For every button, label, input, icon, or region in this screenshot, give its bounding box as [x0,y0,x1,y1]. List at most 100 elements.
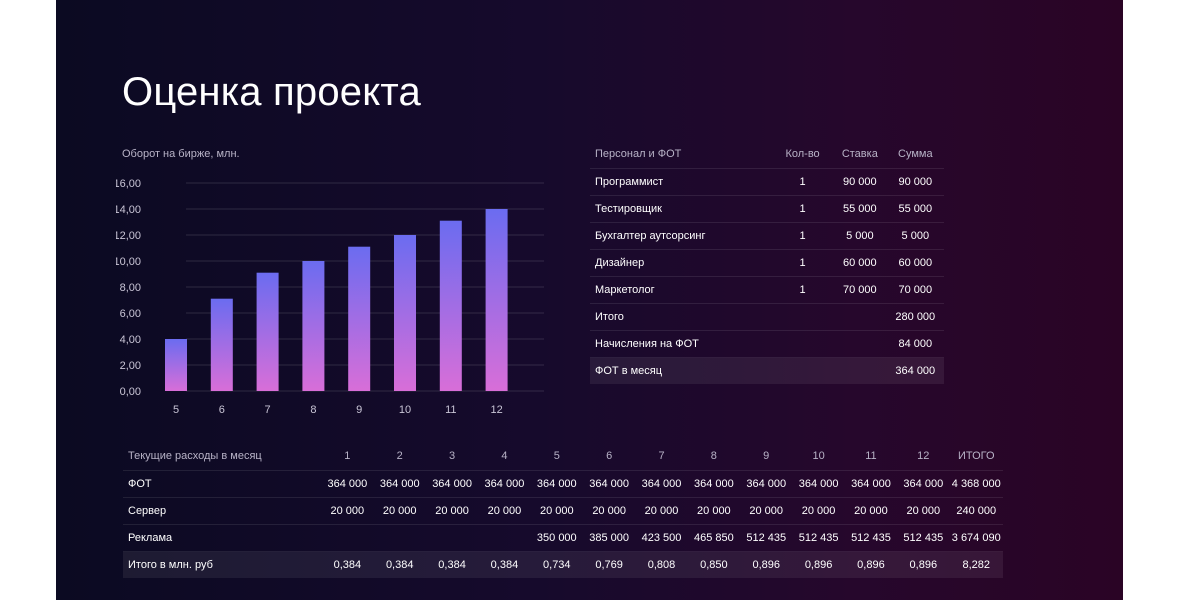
costs-table-cell: 364 000 [373,470,426,498]
y-tick-label: 12,00 [116,230,141,242]
costs-table-cell: 0,384 [321,551,374,578]
costs-table-cell: 350 000 [530,524,583,552]
x-tick-label: 5 [173,404,179,416]
costs-table-cell: ФОТ [123,470,322,498]
x-tick-label: 10 [399,404,411,416]
costs-table-cell: 20 000 [792,497,845,525]
staff-table-cell: 280 000 [886,303,944,331]
staff-table-row: Итого 280 000 [590,303,944,331]
costs-table-cell: 364 000 [687,470,741,498]
costs-table-cell: 512 435 [740,524,793,552]
staff-table-cell: 84 000 [886,330,944,358]
costs-table-cell: 3 674 090 [949,524,1003,552]
costs-table-cell: 364 000 [478,470,531,498]
costs-table-row: ФОТ 364 000 364 000 364 000 364 000 364 000 36… [123,470,1003,498]
costs-table-cell: 20 000 [321,497,374,525]
bar-8 [302,261,325,391]
costs-table-cell: 364 000 [425,470,479,498]
staff-table-cell: 1 [772,276,834,304]
staff-table-cell: Программист [590,168,773,196]
staff-table-cell: 1 [772,249,834,277]
bar-9 [348,246,371,391]
costs-table-cell [478,524,531,552]
costs-table-cell: 423 500 [635,524,688,552]
staff-table-row: Маркетолог 1 70 000 70 000 [590,276,944,304]
costs-table-cell: 512 435 [844,524,898,552]
bar-5 [165,339,187,391]
staff-table-cell: 1 [772,168,834,196]
monthly-costs-table: Текущие расходы в месяц 1 2 3 4 5 6 7 8 9 10 11 12 ИТ… [123,442,1003,578]
costs-table-cell: 364 000 [582,470,636,498]
costs-table-cell: 20 000 [897,497,950,525]
staff-table-cell: 364 000 [886,357,944,384]
staff-table-cell: Бухгалтер аутсорсинг [590,222,773,250]
costs-table-header-cell: 5 [553,450,560,462]
costs-table-cell: 20 000 [425,497,479,525]
costs-table-cell [373,524,426,552]
staff-table-cell [833,357,887,384]
costs-table-header-cell: 6 [606,450,613,462]
costs-table-cell: 512 435 [792,524,845,552]
costs-table-cell: 20 000 [740,497,793,525]
costs-table-cell: 0,808 [635,551,688,578]
costs-table-header-cell: 11 [865,450,877,462]
bar-7 [256,272,279,391]
staff-table-header-cell: Ставка [841,148,878,160]
costs-table-cell: 20 000 [635,497,688,525]
y-tick-label: 2,00 [120,360,141,372]
x-tick-label: 12 [490,404,502,416]
costs-table-cell: 0,896 [897,551,950,578]
costs-table-header-cell: 9 [763,450,770,462]
costs-table-header-cell: 1 [344,450,351,462]
costs-table-cell: 0,769 [582,551,636,578]
costs-table-cell: 465 850 [687,524,741,552]
costs-table-header-cell: 12 [917,450,930,462]
costs-table-cell: 20 000 [844,497,898,525]
y-tick-label: 16,00 [116,178,141,190]
staff-table-row: Дизайнер 1 60 000 60 000 [590,249,944,277]
costs-table-header-cell: ИТОГО [957,450,995,462]
costs-table-cell: 0,384 [478,551,531,578]
costs-table-cell [321,524,374,552]
staff-table-cell: Маркетолог [590,276,773,304]
staff-table-cell: 1 [772,222,834,250]
staff-table-cell: 90 000 [833,168,887,196]
costs-table-cell: 20 000 [373,497,426,525]
costs-table-cell: 512 435 [897,524,950,552]
costs-table-header-cell: 10 [812,450,825,462]
staff-table-row: Начисления на ФОТ 84 000 [590,330,944,358]
costs-table-cell: 385 000 [582,524,636,552]
costs-table-cell: 0,896 [792,551,845,578]
staff-table-cell: 90 000 [886,168,944,196]
bar-11 [439,220,462,391]
staff-table-row: Тестировщик 1 55 000 55 000 [590,195,944,223]
staff-table-cell: 5 000 [886,222,944,250]
chart-title: Оборот на бирже, млн. [122,148,240,160]
x-tick-label: 7 [265,404,271,416]
y-tick-label: 10,00 [116,256,141,268]
costs-table-cell: 20 000 [530,497,583,525]
costs-table-cell: 364 000 [897,470,950,498]
staff-table-cell: 55 000 [886,195,944,223]
y-tick-label: 8,00 [120,282,141,294]
costs-table-cell [425,524,479,552]
staff-table-cell: Начисления на ФОТ [590,330,773,358]
bar-12 [485,209,508,391]
costs-table-header-cell: Текущие расходы в месяц [128,450,262,462]
costs-table-cell: 4 368 000 [949,470,1003,498]
bar-10 [394,235,416,391]
costs-table-cell: Итого в млн. руб [123,551,322,578]
staff-table-cell: 70 000 [886,276,944,304]
costs-table-cell: Сервер [123,497,322,525]
costs-table-header-cell: 8 [710,450,717,462]
turnover-bar-chart: 0,00 2,00 4,00 6,00 8,00 10,00 12,00 14,00 16,00… [116,178,544,416]
x-tick-label: 6 [219,404,225,416]
costs-table-cell: 364 000 [740,470,793,498]
staff-table-row: ФОТ в месяц 364 000 [590,357,944,384]
costs-table-cell: 364 000 [792,470,845,498]
staff-table-cell: 70 000 [833,276,887,304]
costs-table-cell: 0,896 [740,551,793,578]
costs-table-cell: 364 000 [635,470,688,498]
staff-table-cell: Тестировщик [590,195,773,223]
costs-table-header-cell: 7 [658,450,665,462]
